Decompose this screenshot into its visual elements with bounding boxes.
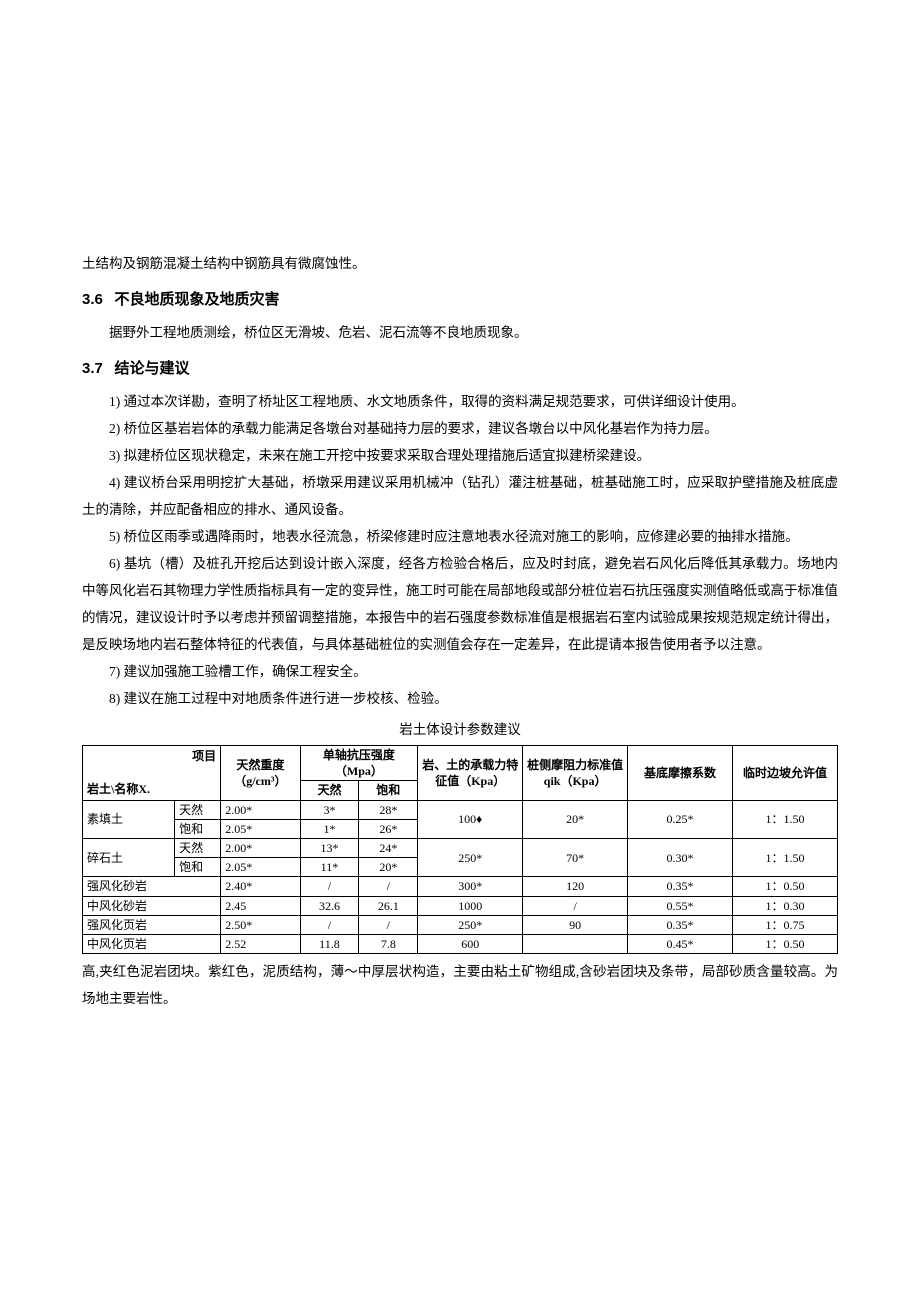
cell-sat: 24* — [359, 838, 418, 857]
th-density: 天然重度（g/cm³） — [221, 746, 300, 801]
table-row: 中风化砂岩 2.45 32.6 26.1 1000 / 0.55* 1：0.30 — [83, 896, 838, 915]
cell-qik: 70* — [523, 838, 628, 876]
th-name: 项目 岩土\名称X. — [83, 746, 221, 801]
cell-nat: 32.6 — [300, 896, 359, 915]
th-fric: 基底摩擦系数 — [628, 746, 733, 801]
cell-nat: 11* — [300, 858, 359, 877]
table-row: 强风化砂岩 2.40* / / 300* 120 0.35* 1：0.50 — [83, 877, 838, 896]
heading-3-6: 3.6 不良地质现象及地质灾害 — [82, 285, 838, 315]
th-slope: 临时边坡允许值 — [733, 746, 838, 801]
heading-3-6-title: 不良地质现象及地质灾害 — [115, 291, 280, 308]
cell-sat: / — [359, 915, 418, 934]
table-caption: 岩土体设计参数建议 — [82, 716, 838, 743]
heading-3-7-title: 结论与建议 — [115, 360, 190, 377]
cell-fric: 0.25* — [628, 800, 733, 838]
item-7: 7) 建议加强施工验槽工作，确保工程安全。 — [82, 658, 838, 685]
th-bearing: 岩、土的承载力特征值（Kpa） — [418, 746, 523, 801]
th-qik: 桩侧摩阻力标准值qik（Kpa） — [523, 746, 628, 801]
cell-bear: 1000 — [418, 896, 523, 915]
cell-sat: 26* — [359, 819, 418, 838]
item-8: 8) 建议在施工过程中对地质条件进行进一步校核、检验。 — [82, 685, 838, 712]
cell-slope: 1：0.50 — [733, 877, 838, 896]
cell-dens: 2.50* — [221, 915, 300, 934]
cell-nat: / — [300, 877, 359, 896]
cell-cond: 饱和 — [175, 819, 221, 838]
item-5: 5) 桥位区雨季或遇降雨时，地表水径流急，桥梁修建时应注意地表水径流对施工的影响… — [82, 523, 838, 550]
cell-name: 素填土 — [83, 800, 175, 838]
heading-3-7-num: 3.7 — [82, 360, 103, 377]
th-proj: 项目 — [192, 748, 216, 764]
table-row: 碎石土 天然 2.00* 13* 24* 250* 70* 0.30* 1：1.… — [83, 838, 838, 857]
cell-dens: 2.40* — [221, 877, 300, 896]
cell-slope: 1：1.50 — [733, 838, 838, 876]
cell-nat: / — [300, 915, 359, 934]
cell-qik: / — [523, 896, 628, 915]
cell-fric: 0.45* — [628, 934, 733, 953]
cell-fric: 0.35* — [628, 915, 733, 934]
table-row: 中风化页岩 2.52 11.8 7.8 600 0.45* 1：0.50 — [83, 934, 838, 953]
cell-nat: 11.8 — [300, 934, 359, 953]
cell-name: 中风化砂岩 — [83, 896, 221, 915]
cell-dens: 2.45 — [221, 896, 300, 915]
cell-sat: 28* — [359, 800, 418, 819]
item-3: 3) 拟建桥位区现状稳定，未来在施工开挖中按要求采取合理处理措施后适宜拟建桥梁建… — [82, 442, 838, 469]
cell-nat: 3* — [300, 800, 359, 819]
cell-name: 强风化砂岩 — [83, 877, 221, 896]
cell-bear: 100♦ — [418, 800, 523, 838]
cell-bear: 300* — [418, 877, 523, 896]
item-1: 1) 通过本次详勘，查明了桥址区工程地质、水文地质条件，取得的资料满足规范要求，… — [82, 388, 838, 415]
document-page: 土结构及钢筋混凝土结构中钢筋具有微腐蚀性。 3.6 不良地质现象及地质灾害 据野… — [0, 0, 920, 1301]
tail-para: 高,夹红色泥岩团块。紫红色，泥质结构，薄～中厚层状构造，主要由粘土矿物组成,含砂… — [82, 958, 838, 1012]
cell-slope: 1：0.50 — [733, 934, 838, 953]
cell-nat: 13* — [300, 838, 359, 857]
cell-cond: 天然 — [175, 800, 221, 819]
item-2: 2) 桥位区基岩岩体的承载力能满足各墩台对基础持力层的要求，建议各墩台以中风化基… — [82, 415, 838, 442]
cell-dens: 2.05* — [221, 858, 300, 877]
cell-sat: 20* — [359, 858, 418, 877]
cell-name: 碎石土 — [83, 838, 175, 876]
cell-slope: 1：0.75 — [733, 915, 838, 934]
th-nat: 天然 — [300, 781, 359, 800]
cell-fric: 0.55* — [628, 896, 733, 915]
cell-sat: 26.1 — [359, 896, 418, 915]
cell-qik — [523, 934, 628, 953]
cell-name: 强风化页岩 — [83, 915, 221, 934]
cell-fric: 0.30* — [628, 838, 733, 876]
item-4: 4) 建议桥台采用明挖扩大基础，桥墩采用建议采用机械冲（钻孔）灌注桩基础，桩基础… — [82, 469, 838, 523]
cell-dens: 2.52 — [221, 934, 300, 953]
th-name-text: 岩土\名称X. — [87, 781, 150, 797]
cell-cond: 饱和 — [175, 858, 221, 877]
item-6: 6) 基坑（槽）及桩孔开挖后达到设计嵌入深度，经各方检验合格后，应及时封底，避免… — [82, 550, 838, 658]
para-3-6-1: 据野外工程地质测绘，桥位区无滑坡、危岩、泥石流等不良地质现象。 — [82, 319, 838, 346]
cell-sat: / — [359, 877, 418, 896]
cell-name: 中风化页岩 — [83, 934, 221, 953]
cell-sat: 7.8 — [359, 934, 418, 953]
cell-slope: 1：0.30 — [733, 896, 838, 915]
cell-bear: 250* — [418, 915, 523, 934]
cell-dens: 2.05* — [221, 819, 300, 838]
table-row: 强风化页岩 2.50* / / 250* 90 0.35* 1：0.75 — [83, 915, 838, 934]
geo-params-table: 项目 岩土\名称X. 天然重度（g/cm³） 单轴抗压强度（Mpa） 岩、土的承… — [82, 745, 838, 954]
intro-tail: 土结构及钢筋混凝土结构中钢筋具有微腐蚀性。 — [82, 250, 838, 277]
cell-qik: 90 — [523, 915, 628, 934]
heading-3-6-num: 3.6 — [82, 291, 103, 308]
cell-dens: 2.00* — [221, 800, 300, 819]
cell-bear: 600 — [418, 934, 523, 953]
th-ucs: 单轴抗压强度（Mpa） — [300, 746, 418, 781]
heading-3-7: 3.7 结论与建议 — [82, 354, 838, 384]
table-row: 素填土 天然 2.00* 3* 28* 100♦ 20* 0.25* 1：1.5… — [83, 800, 838, 819]
cell-nat: 1* — [300, 819, 359, 838]
cell-bear: 250* — [418, 838, 523, 876]
cell-slope: 1：1.50 — [733, 800, 838, 838]
cell-qik: 120 — [523, 877, 628, 896]
th-sat: 饱和 — [359, 781, 418, 800]
cell-dens: 2.00* — [221, 838, 300, 857]
cell-cond: 天然 — [175, 838, 221, 857]
table-header-row: 项目 岩土\名称X. 天然重度（g/cm³） 单轴抗压强度（Mpa） 岩、土的承… — [83, 746, 838, 781]
cell-qik: 20* — [523, 800, 628, 838]
cell-fric: 0.35* — [628, 877, 733, 896]
